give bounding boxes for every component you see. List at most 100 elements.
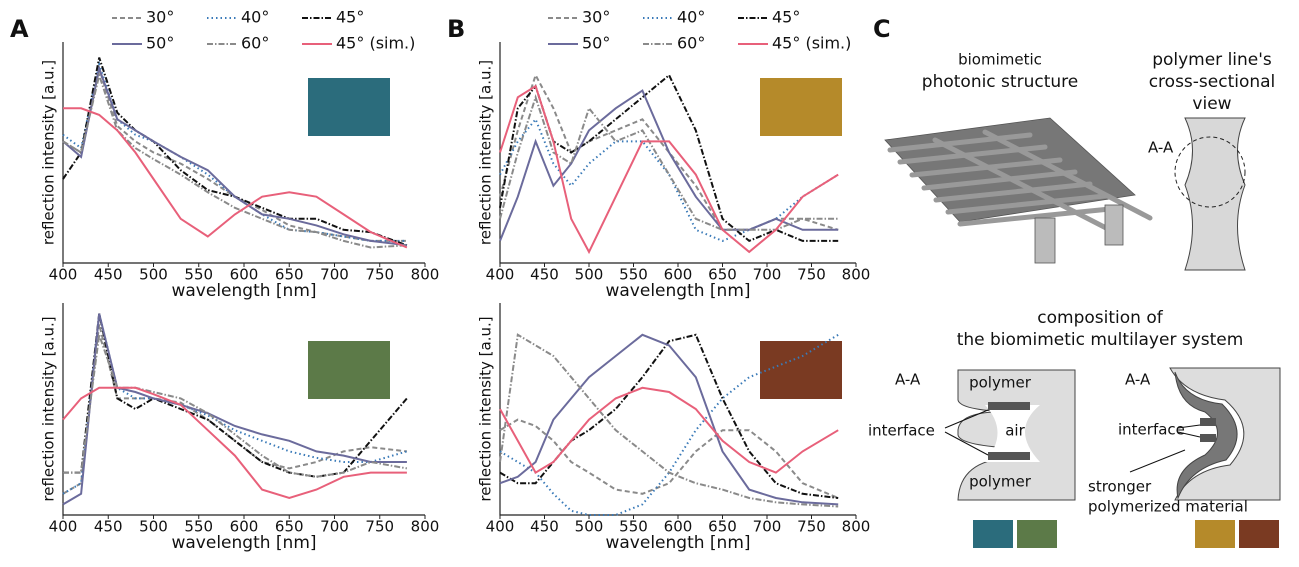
sample-photo: [760, 341, 842, 399]
x-tick-label: 600: [230, 518, 259, 536]
x-tick-label: 650: [708, 266, 737, 284]
label: stronger: [1088, 478, 1152, 496]
legend-label: 60°: [241, 34, 269, 53]
x-tick-label: 650: [275, 266, 304, 284]
x-tick-label: 600: [664, 266, 693, 284]
x-tick-label: 500: [575, 266, 604, 284]
x-tick-label: 650: [708, 518, 737, 536]
series-line: [62, 64, 407, 242]
title-line: cross-sectional: [1149, 72, 1276, 92]
label: polymerized material: [1088, 498, 1248, 516]
x-tick-label: 450: [530, 518, 559, 536]
sample-photo: [308, 78, 390, 136]
x-tick-label: 750: [797, 518, 826, 536]
interface-layer: [988, 452, 1030, 460]
section-label: A-A: [895, 371, 921, 389]
panel-label: A: [10, 15, 29, 43]
x-tick-label: 550: [619, 518, 648, 536]
x-tick-label: 750: [365, 266, 394, 284]
series-line: [62, 313, 407, 506]
series-line: [499, 386, 839, 474]
x-tick-label: 450: [530, 266, 559, 284]
series-line: [62, 64, 408, 247]
panel-label: C: [873, 15, 891, 43]
x-tick-label: 800: [411, 266, 440, 284]
series-line: [499, 73, 839, 243]
x-tick-label: 600: [664, 518, 693, 536]
x-tick-label: 750: [365, 518, 394, 536]
series-line: [63, 107, 408, 249]
legend-label: 60°: [677, 34, 705, 53]
x-axis-label: wavelength [nm]: [171, 281, 316, 301]
label: polymer: [969, 473, 1032, 491]
series-line: [499, 333, 839, 516]
legend-label: 40°: [241, 8, 269, 27]
title-line: composition of: [1037, 308, 1163, 328]
x-tick-label: 700: [320, 266, 349, 284]
x-axis-label: wavelength [nm]: [605, 281, 750, 301]
series-line: [499, 117, 839, 242]
legend-label: 40°: [677, 8, 705, 27]
label: interface: [1118, 421, 1185, 439]
title-line: polymer line's: [1152, 50, 1272, 70]
y-axis-label: reflection intensity [a.u.]: [40, 316, 58, 501]
panel-label: B: [447, 15, 465, 43]
x-tick-label: 550: [184, 518, 213, 536]
swatch: [1195, 520, 1235, 548]
series-line: [499, 333, 839, 499]
x-axis-label: wavelength [nm]: [605, 533, 750, 553]
x-tick-label: 750: [797, 266, 826, 284]
title-line: photonic structure: [922, 72, 1078, 92]
section-marker: [1174, 136, 1246, 208]
series-line: [63, 334, 408, 478]
y-axis-label: reflection intensity [a.u.]: [477, 60, 495, 245]
x-tick-label: 500: [139, 518, 168, 536]
series-line: [499, 333, 839, 506]
x-tick-label: 500: [575, 518, 604, 536]
diagram: C biomimetic photonic structure polymer …: [868, 15, 1281, 548]
cross-section: [1184, 117, 1246, 271]
x-tick-label: 400: [49, 518, 78, 536]
x-tick-label: 650: [275, 518, 304, 536]
label: air: [1005, 422, 1025, 440]
series-line: [62, 313, 408, 495]
x-tick-label: 400: [49, 266, 78, 284]
x-tick-label: 800: [842, 266, 871, 284]
legend-label: 45°: [772, 8, 800, 27]
legend-label: 45° (sim.): [772, 34, 851, 53]
x-tick-label: 400: [486, 518, 515, 536]
arrow: [1129, 424, 1201, 473]
swatch: [973, 520, 1013, 548]
swatch: [1017, 520, 1057, 548]
series-line: [499, 84, 839, 255]
swatch: [1239, 520, 1279, 548]
arrow: [944, 409, 989, 456]
x-tick-label: 800: [411, 518, 440, 536]
series-line: [62, 71, 407, 249]
polymerized-layer: [1174, 371, 1238, 500]
title-line: the biomimetic multilayer system: [957, 330, 1244, 350]
label: interface: [868, 422, 935, 440]
legend-label: 45°: [336, 8, 364, 27]
x-tick-label: 700: [753, 518, 782, 536]
y-axis-label: reflection intensity [a.u.]: [40, 60, 58, 245]
legend-label: 30°: [146, 8, 174, 27]
series-line: [62, 57, 408, 247]
interface-layer: [988, 402, 1030, 410]
x-tick-label: 700: [753, 266, 782, 284]
axis: [62, 42, 425, 264]
photonic-structure: [884, 117, 1153, 264]
sample-photo: [308, 341, 390, 399]
series-line: [499, 333, 839, 508]
legend-label: 50°: [146, 34, 174, 53]
x-tick-label: 550: [184, 266, 213, 284]
title-line: view: [1192, 94, 1231, 114]
sample-photo: [760, 78, 842, 136]
x-tick-label: 700: [320, 518, 349, 536]
x-tick-label: 450: [94, 266, 123, 284]
legend-label: 30°: [582, 8, 610, 27]
label: polymer: [969, 374, 1032, 392]
x-tick-label: 450: [94, 518, 123, 536]
